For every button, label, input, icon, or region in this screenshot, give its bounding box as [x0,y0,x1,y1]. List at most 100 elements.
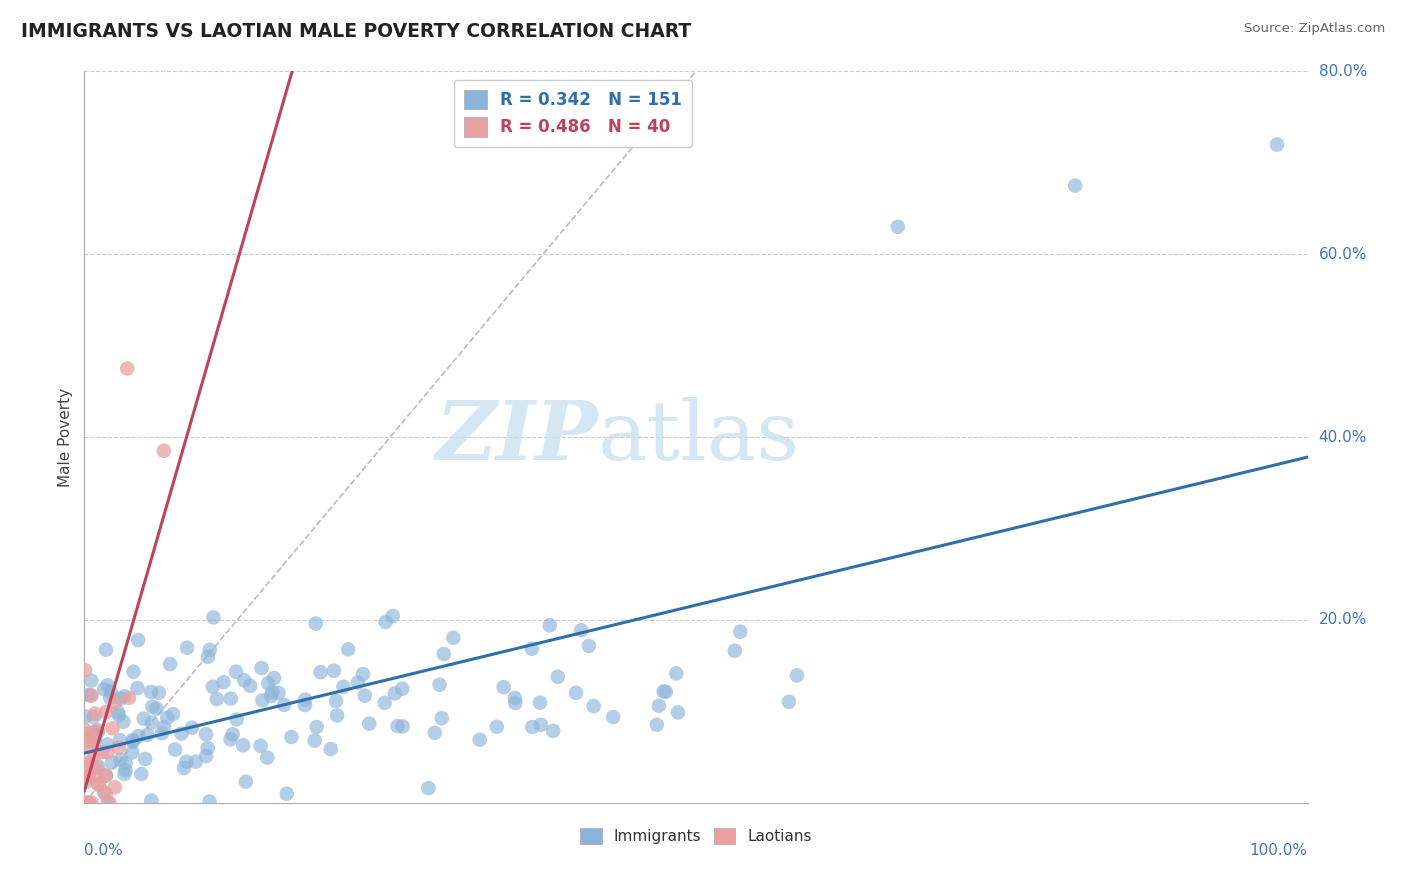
Point [94,787,117,801]
Point [108,740,131,755]
Text: 20.0%: 20.0% [1319,613,1367,627]
Point [75,775,97,789]
Point [118,690,141,705]
Point [202,610,225,624]
Point [83,724,105,739]
Point [134,752,156,766]
Point [141,699,163,714]
Text: 80.0%: 80.0% [1319,64,1367,78]
Point [655,685,678,699]
Point [87,777,110,791]
Text: 40.0%: 40.0% [1319,430,1367,444]
Point [127,729,149,743]
Point [115,361,138,376]
Point [150,726,173,740]
Point [98,796,121,810]
Point [184,755,207,769]
Text: 0.0%: 0.0% [84,843,124,858]
Point [176,640,198,655]
Point [75,709,97,723]
Point [256,750,278,764]
Point [441,631,464,645]
Point [219,691,242,706]
Point [156,711,179,725]
Point [468,732,491,747]
Point [252,693,274,707]
Point [108,708,131,723]
Point [107,705,129,719]
Point [565,686,588,700]
Point [786,668,808,682]
Text: ZIP: ZIP [436,397,598,477]
Point [305,720,328,734]
Point [122,665,145,679]
Point [429,678,451,692]
Point [121,733,143,747]
Point [538,618,561,632]
Point [76,796,98,810]
Point [391,719,413,733]
Point [145,701,167,715]
Point [648,698,671,713]
Point [374,696,396,710]
Point [86,761,108,775]
Point [201,680,224,694]
Point [1064,178,1087,193]
Point [267,686,290,700]
Point [387,719,409,733]
Point [337,642,360,657]
Point [127,681,149,695]
Point [75,663,97,677]
Point [94,768,117,782]
Point [294,698,316,712]
Point [96,745,118,759]
Point [260,689,283,703]
Point [645,718,668,732]
Text: 60.0%: 60.0% [1319,247,1367,261]
Point [84,729,107,743]
Point [485,720,508,734]
Point [77,727,100,741]
Point [887,219,910,234]
Point [77,771,100,785]
Point [75,735,97,749]
Point [250,661,273,675]
Point [359,716,381,731]
Text: Source: ZipAtlas.com: Source: ZipAtlas.com [1244,22,1385,36]
Point [84,768,107,782]
Point [304,733,326,747]
Point [666,706,689,720]
Point [90,745,112,759]
Point [430,711,453,725]
Point [582,699,605,714]
Point [104,780,127,795]
Point [205,692,228,706]
Point [73,796,96,810]
Text: IMMIGRANTS VS LAOTIAN MALE POVERTY CORRELATION CHART: IMMIGRANTS VS LAOTIAN MALE POVERTY CORRE… [21,22,692,41]
Point [87,778,110,792]
Point [114,756,136,770]
Point [127,633,149,648]
Point [114,767,136,781]
Point [503,691,526,706]
Point [530,718,553,732]
Point [110,753,132,767]
Point [197,649,219,664]
Point [652,684,675,698]
Point [79,740,101,755]
Point [82,727,104,741]
Point [503,696,526,710]
Point [176,755,198,769]
Point [578,639,600,653]
Point [353,689,375,703]
Point [198,643,221,657]
Point [280,730,302,744]
Point [104,695,127,709]
Point [76,796,98,810]
Point [80,689,103,703]
Point [319,742,342,756]
Point [139,685,162,699]
Point [332,680,354,694]
Point [273,698,295,712]
Point [225,665,247,679]
